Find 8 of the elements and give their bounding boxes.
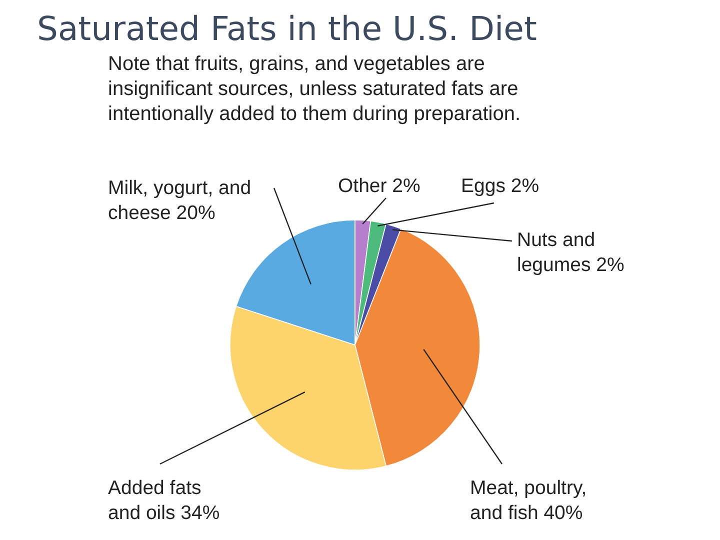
slice-label: Added fats and oils 34% [108,477,220,524]
chart-title: Saturated Fats in the U.S. Diet [37,9,537,48]
slice-label: Nuts and legumes 2% [517,229,624,276]
text: Note that fruits, grains, and vegetables are insignificant sources, unless saturated fats are intentionally added to them during preparation. [108,53,520,125]
slice-label: Milk, yogurt, and cheese 20% [108,177,252,224]
slice-label: Other 2% [338,175,420,197]
slice-label: Meat, poultry, and fish 40% [470,477,587,524]
slice-label: Eggs 2% [461,175,540,197]
